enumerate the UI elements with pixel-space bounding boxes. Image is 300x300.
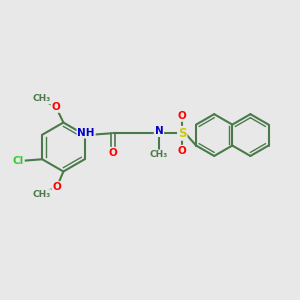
Text: CH₃: CH₃ [33,94,51,103]
Text: N: N [154,126,163,136]
Text: O: O [109,148,117,158]
Text: O: O [178,111,187,121]
Text: O: O [52,182,61,192]
Text: Cl: Cl [13,156,24,166]
Text: CH₃: CH₃ [33,190,51,199]
Text: O: O [178,146,187,156]
Text: S: S [178,127,187,140]
Text: O: O [52,102,60,112]
Text: NH: NH [77,128,95,138]
Text: CH₃: CH₃ [150,150,168,159]
